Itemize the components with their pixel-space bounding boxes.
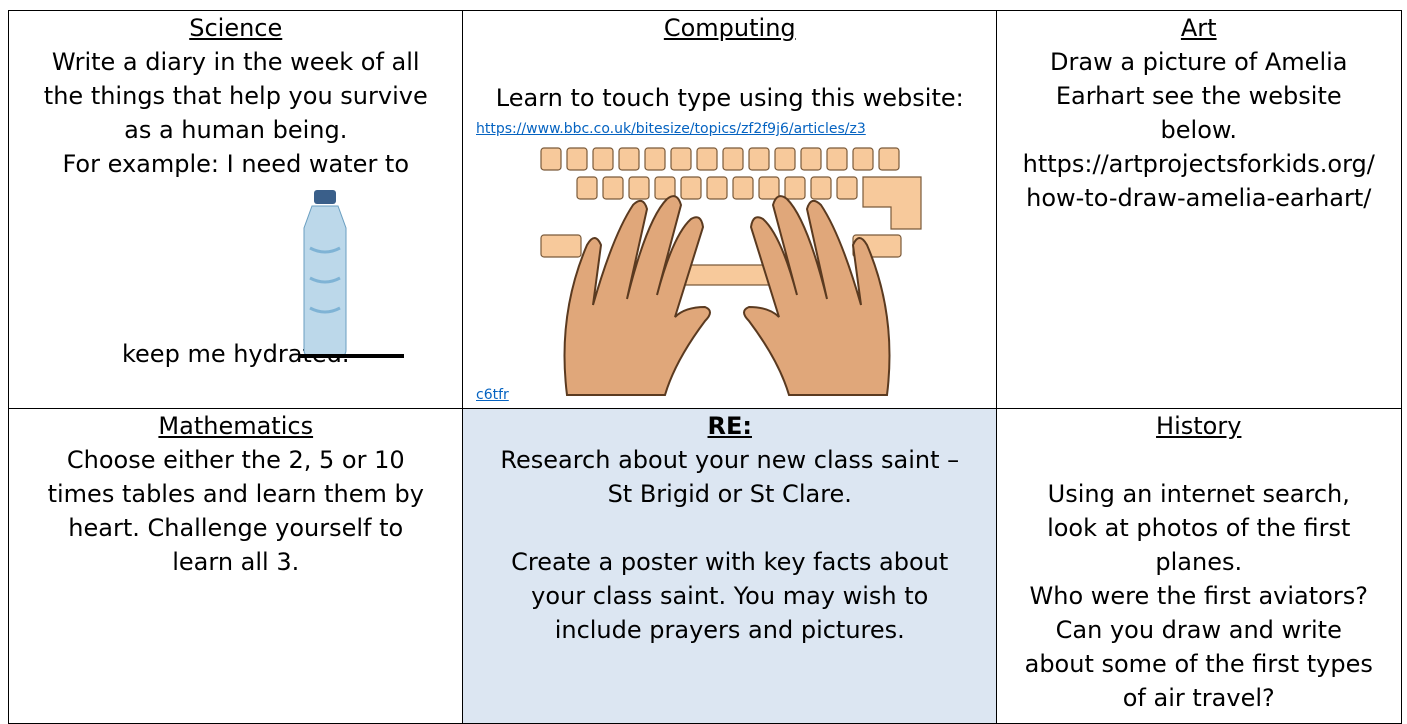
cell-text: below. xyxy=(1160,116,1237,144)
cell-text: Draw a picture of Amelia xyxy=(1050,48,1348,76)
cell-text: learn all 3. xyxy=(172,548,300,576)
cell-title: RE: xyxy=(707,412,752,440)
cell-text: Choose either the 2, 5 or 10 xyxy=(66,446,405,474)
cell-text: heart. Challenge yourself to xyxy=(68,514,404,542)
website-link[interactable]: c6tfr xyxy=(476,387,509,403)
cell-text: as a human being. xyxy=(124,116,348,144)
water-bottle-image xyxy=(300,190,404,358)
cell-text: Research about your new class saint – xyxy=(500,446,960,474)
cell-title: Art xyxy=(1180,14,1217,42)
cell-text: about some of the first types xyxy=(1024,650,1373,678)
website-link[interactable]: https://www.bbc.co.uk/bitesize/topics/zf… xyxy=(476,121,866,137)
cell-text: https://artprojectsforkids.org/ xyxy=(1022,150,1375,178)
table-cell: History Using an internet search, look at … xyxy=(996,408,1402,724)
cell-text: Earhart see the website xyxy=(1055,82,1342,110)
cell-title: Science xyxy=(189,14,283,42)
table-cell: RE: Research about your new class saint –… xyxy=(462,408,998,724)
cell-text: how-to-draw-amelia-earhart/ xyxy=(1026,184,1372,212)
cell-text: include prayers and pictures. xyxy=(554,616,905,644)
cell-text: For example: I need water to xyxy=(62,150,410,178)
cell-title: Computing xyxy=(663,14,796,42)
cell-title: Mathematics xyxy=(158,412,314,440)
table-cell: Mathematics Choose either the 2, 5 or 10 t… xyxy=(8,408,464,724)
table-cell: Science Write a diary in the week of all t… xyxy=(8,10,464,410)
cell-text: Can you draw and write xyxy=(1055,616,1342,644)
cell-text: the things that help you survive xyxy=(43,82,428,110)
cell-text: planes. xyxy=(1155,548,1243,576)
cell-text: Using an internet search, xyxy=(1047,480,1350,508)
cell-text: Learn to touch type using this website: xyxy=(495,83,964,112)
cell-text: look at photos of the first xyxy=(1047,514,1351,542)
cell-title: History xyxy=(1156,412,1242,440)
cell-text: of air travel? xyxy=(1122,684,1275,712)
table-cell: Art Draw a picture of Amelia Earhart see t… xyxy=(996,10,1402,410)
cell-text: your class saint. You may wish to xyxy=(531,582,929,610)
cell-text: Create a poster with key facts about xyxy=(511,548,949,576)
cell-text: St Brigid or St Clare. xyxy=(607,480,852,508)
cell-text: times tables and learn them by xyxy=(47,480,424,508)
cell-text: Who were the first aviators? xyxy=(1029,582,1368,610)
cell-text: Write a diary in the week of all xyxy=(51,48,420,76)
keyboard-image xyxy=(540,147,922,396)
